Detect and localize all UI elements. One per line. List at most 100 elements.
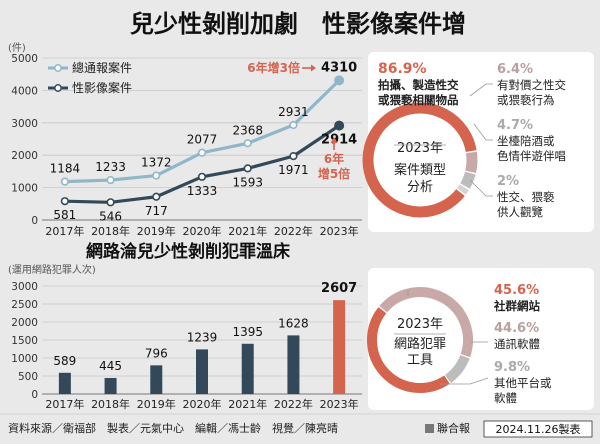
- bar-chart-y-tick: 1000: [11, 353, 38, 365]
- case-type-slice3-line1: 坐檯陪酒或: [497, 134, 555, 148]
- bar-chart-y-tick: 0: [31, 389, 38, 401]
- data-label-total: 1184: [50, 162, 81, 176]
- crime-tool-donut-panel: 2023年 網路犯罪 工具 45.6% 社群網站 44.6% 通訊軟體 9.8%…: [367, 268, 594, 410]
- data-label-total: 2077: [187, 133, 218, 147]
- bar-data-label: 796: [145, 346, 168, 360]
- case-type-slice2-line2: 或猥褻行為: [497, 93, 555, 107]
- case-type-slice3-line2: 色情伴遊伴唱: [497, 149, 566, 163]
- case-type-slice1-line1: 拍攝、製造性交: [378, 78, 459, 92]
- data-label-image: 546: [99, 209, 122, 223]
- line-chart-x-tick: 2023年: [320, 224, 359, 238]
- bar-chart-x-tick: 2018年: [91, 397, 130, 411]
- data-label-total: 2931: [278, 105, 309, 119]
- bar-data-label: 2607: [321, 281, 357, 296]
- bar-chart-y-tick: 2500: [11, 299, 38, 311]
- bar-chart-unit: (運用網路犯罪人次): [8, 263, 96, 276]
- case-type-slice2-line1: 有對價之性交: [497, 78, 566, 92]
- crime-tool-slice3-line1: 其他平台或: [494, 376, 552, 390]
- line-chart-x-axis: 2017年 2018年 2019年 2020年 2021年 2022年 2023年: [45, 224, 358, 238]
- crime-tool-slice3-pct: 9.8%: [494, 360, 530, 375]
- bar-chart-bars: [58, 300, 346, 394]
- bar-chart-y-tick: 1500: [11, 335, 38, 347]
- case-type-donut-slice: [456, 184, 470, 195]
- point-total: [334, 75, 345, 86]
- data-label-image: 1971: [278, 163, 309, 177]
- case-type-center-line1: 案件類型: [394, 163, 446, 178]
- data-label-image: 1593: [232, 175, 263, 189]
- line-chart-unit: (件): [8, 42, 26, 54]
- bar-2022年: [287, 335, 300, 394]
- bar-2019年: [150, 365, 163, 394]
- bar-2017年: [58, 372, 71, 394]
- growth-arrowhead-total: [311, 64, 316, 72]
- case-type-slice4-line2: 供人觀覽: [497, 205, 543, 219]
- case-type-slice1-line2: 或猥褻相關物品: [378, 93, 459, 107]
- footer-brand: 聯合報: [437, 421, 470, 435]
- bar-2020年: [196, 349, 208, 394]
- point-total: [152, 171, 161, 180]
- case-type-slice3-pct: 4.7%: [497, 118, 533, 133]
- bar-data-label: 445: [99, 359, 122, 373]
- line-chart-x-tick: 2017年: [45, 224, 84, 238]
- growth-annotation-image-1: 6年: [324, 151, 344, 166]
- case-type-leader-3: [473, 123, 493, 141]
- crime-tool-slice1-pct: 45.6%: [494, 283, 539, 298]
- point-image: [60, 197, 69, 206]
- main-title: 兒少性剝削加劇 性影像案件增: [130, 10, 466, 38]
- bar-chart-x-tick: 2019年: [137, 397, 176, 411]
- data-label-total: 1233: [95, 160, 126, 174]
- legend-marker-total: [54, 64, 62, 72]
- bar-chart-data-labels: 589 445 796 1239 1395 1628 2607: [53, 281, 357, 373]
- data-label-image: 1333: [187, 184, 218, 198]
- line-chart-x-tick: 2018年: [91, 224, 130, 238]
- bar-chart-x-tick: 2017年: [45, 397, 84, 411]
- data-label-image: 581: [53, 208, 76, 222]
- point-image: [152, 192, 161, 201]
- line-chart-legend: 總通報案件 性影像案件: [48, 60, 132, 95]
- growth-annotation-image-2: 增5倍: [318, 166, 350, 181]
- data-label-image: 2914: [321, 133, 357, 148]
- point-total: [243, 139, 252, 148]
- crime-tool-donut-slice: [444, 354, 470, 384]
- crime-tool-panel-bg: [368, 268, 594, 410]
- bar-chart-y-tick: 2000: [11, 317, 38, 329]
- footer-date: 2024.11.26製表: [496, 422, 581, 436]
- crime-tool-slice2-pct: 44.6%: [494, 321, 539, 336]
- bar-2021年: [241, 343, 254, 394]
- crime-tool-leader-3: [440, 377, 489, 385]
- line-chart-x-tick: 2020年: [183, 224, 222, 238]
- case-type-leader-2: [469, 83, 493, 97]
- point-image: [243, 164, 252, 173]
- bar-data-label: 1628: [278, 316, 309, 330]
- line-chart-x-tick: 2022年: [274, 224, 313, 238]
- growth-arrowhead-image: [330, 137, 338, 143]
- bar-2018年: [104, 377, 117, 394]
- legend-label-image: 性影像案件: [72, 80, 132, 95]
- data-label-total: 1372: [141, 156, 172, 170]
- line-chart-y-tick: 2000: [11, 150, 38, 162]
- data-label-total: 4310: [321, 60, 357, 75]
- case-type-slice4-pct: 2%: [497, 174, 519, 189]
- line-chart-y-tick: 5000: [11, 53, 38, 65]
- crime-tool-donut-slice: [379, 287, 473, 358]
- footer-date-box: [483, 420, 593, 438]
- line-chart-x-tick: 2021年: [228, 224, 267, 238]
- case-type-center-year: 2023年: [397, 141, 443, 156]
- bar-chart-x-tick: 2023年: [320, 397, 359, 411]
- line-chart-x-tick: 2019年: [137, 224, 176, 238]
- point-image: [106, 198, 115, 207]
- line-chart-y-tick: 4000: [11, 85, 38, 97]
- case-type-donut: [362, 102, 478, 218]
- point-image: [197, 172, 207, 181]
- case-type-slice2-pct: 6.4%: [497, 62, 533, 77]
- case-type-panel-bg: [368, 52, 594, 232]
- growth-annotation-total: 6年增3倍: [247, 60, 300, 75]
- line-chart-y-axis: 0 1000 2000 3000 4000 5000: [11, 53, 38, 227]
- case-type-donut-slice: [362, 102, 477, 218]
- line-chart-data-labels: 1184 1233 1372 2077 2368 2931 4310 581 546 717 133…: [50, 60, 358, 223]
- case-type-slice1-pct: 86.9%: [378, 61, 427, 77]
- case-type-donut-slice: [460, 171, 476, 189]
- line-chart-y-tick: 3000: [11, 118, 38, 130]
